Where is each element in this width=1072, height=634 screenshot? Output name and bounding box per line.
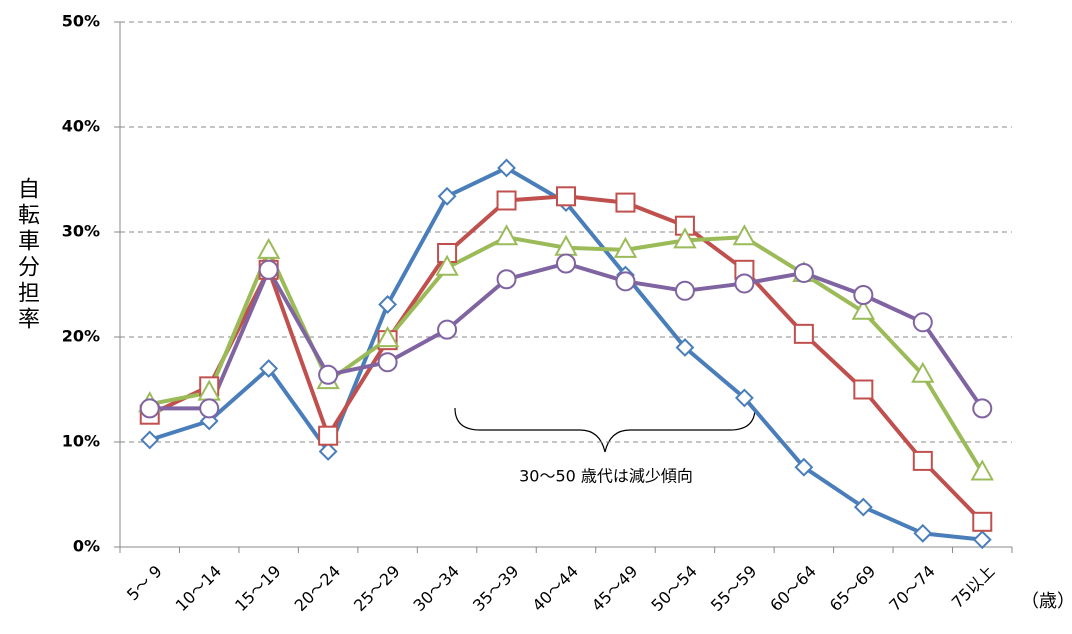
annotation: 30～50 歳代は減少傾向 xyxy=(519,467,693,486)
marker xyxy=(615,192,636,213)
x-tick-label: 65～69 xyxy=(826,562,880,616)
x-tick-label: 30～34 xyxy=(410,562,464,616)
y-tick-label: 10% xyxy=(62,432,100,451)
marker xyxy=(318,425,339,446)
marker xyxy=(437,319,458,340)
marker xyxy=(318,364,339,385)
y-axis-label: 自転車分担率 xyxy=(14,177,40,333)
marker xyxy=(256,237,281,259)
marker xyxy=(673,227,697,249)
marker xyxy=(497,158,516,178)
y-tick-label: 20% xyxy=(62,327,100,346)
x-tick-label: 45～49 xyxy=(588,562,642,616)
marker xyxy=(851,298,876,320)
marker xyxy=(318,442,338,461)
marker xyxy=(972,511,993,532)
marker xyxy=(494,224,519,246)
x-tick-label: 60～64 xyxy=(766,562,820,616)
marker xyxy=(613,236,638,258)
marker xyxy=(912,312,933,333)
marker xyxy=(972,530,992,550)
marker xyxy=(793,262,814,283)
marker xyxy=(259,359,279,378)
marker xyxy=(377,352,398,373)
marker xyxy=(853,497,873,517)
x-tick-label: 20～24 xyxy=(291,562,345,616)
marker xyxy=(675,338,695,357)
marker xyxy=(853,379,874,400)
marker xyxy=(793,323,814,344)
x-tick-label: 75以上 xyxy=(948,562,998,612)
marker xyxy=(496,269,517,290)
marker xyxy=(140,430,160,450)
marker xyxy=(970,459,994,481)
y-tick-label: 0% xyxy=(73,537,100,556)
marker xyxy=(734,388,754,408)
marker xyxy=(913,523,933,543)
marker xyxy=(556,186,576,207)
marker xyxy=(378,295,398,314)
marker xyxy=(437,186,457,206)
marker xyxy=(911,361,935,383)
marker xyxy=(199,398,220,419)
marker xyxy=(674,280,695,301)
x-tick-label: 10～14 xyxy=(172,562,226,616)
marker xyxy=(912,450,933,471)
marker xyxy=(972,398,993,419)
x-tick-label: 70～74 xyxy=(885,562,939,616)
marker xyxy=(375,326,400,348)
marker xyxy=(615,271,636,292)
marker xyxy=(258,259,279,280)
y-tick-label: 50% xyxy=(62,12,100,31)
x-tick-label: 55～59 xyxy=(707,562,761,616)
x-tick-label: 40～44 xyxy=(528,562,582,616)
y-tick-label: 30% xyxy=(62,222,100,241)
marker xyxy=(732,224,757,246)
marker xyxy=(794,457,814,477)
marker xyxy=(139,398,160,419)
annotation-brace xyxy=(454,407,756,453)
x-tick-label: 5～ 9 xyxy=(123,562,166,605)
marker xyxy=(853,285,874,305)
marker xyxy=(556,253,576,274)
x-tick-label: 15～19 xyxy=(231,562,285,616)
x-unit-label: （歳） xyxy=(1021,591,1072,612)
x-tick-label: 25～29 xyxy=(350,562,404,616)
y-tick-label: 40% xyxy=(62,117,100,136)
marker xyxy=(435,254,459,276)
x-tick-label: 50～54 xyxy=(647,562,701,616)
x-tick-label: 35～39 xyxy=(469,562,523,616)
marker xyxy=(734,273,755,294)
marker xyxy=(496,190,517,211)
